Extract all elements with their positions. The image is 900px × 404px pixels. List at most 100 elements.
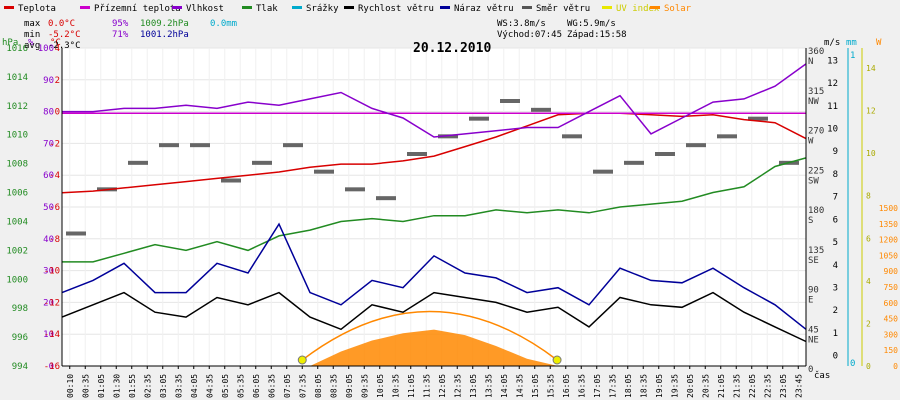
dir-tick-label: 135 bbox=[808, 246, 824, 256]
x-tick-label: 05:05 bbox=[221, 374, 230, 398]
legend-label: Rychlost větru bbox=[358, 4, 434, 14]
dir-name-label: N bbox=[808, 57, 813, 67]
x-tick-label: 01:30 bbox=[112, 374, 121, 398]
axis-unit-label: % bbox=[28, 38, 34, 48]
x-tick-label: 22:05 bbox=[748, 374, 757, 398]
w-tick-label: 450 bbox=[884, 315, 899, 324]
stats-min-label: min bbox=[24, 30, 40, 40]
x-tick-label: 03:35 bbox=[174, 374, 183, 398]
legend-swatch bbox=[172, 6, 182, 9]
x-tick-label: 12:05 bbox=[438, 374, 447, 398]
wind-direction-mark bbox=[376, 196, 396, 201]
sun-path-arc bbox=[301, 310, 558, 361]
w-tick-label: 1500 bbox=[879, 204, 898, 213]
grid bbox=[62, 47, 806, 367]
y-tick-label: 70 bbox=[43, 139, 54, 149]
dir-name-label: SW bbox=[808, 176, 819, 186]
wind-direction-mark bbox=[221, 178, 241, 183]
y-tick-label: 1002 bbox=[6, 246, 28, 256]
series-lines bbox=[61, 63, 807, 343]
uv-tick-label: 10 bbox=[866, 149, 876, 158]
ms-tick-label: 3 bbox=[833, 284, 838, 294]
uv-tick-label: 14 bbox=[866, 64, 876, 73]
y-tick-label: 50 bbox=[43, 203, 54, 213]
dir-tick-label: 0 bbox=[808, 365, 813, 375]
x-tick-label: 20:35 bbox=[701, 374, 710, 398]
axis-unit-label: m/s bbox=[824, 38, 840, 48]
x-tick-label: 14:05 bbox=[500, 374, 509, 398]
x-tick-label: 00:35 bbox=[81, 374, 90, 398]
legend-label: Tlak bbox=[256, 4, 278, 14]
x-tick-label: 07:35 bbox=[298, 374, 307, 398]
stats-avg-label: avg bbox=[24, 41, 40, 51]
x-tick-label: 11:05 bbox=[407, 374, 416, 398]
stats-min-hum: 71% bbox=[112, 30, 129, 40]
uv-tick-label: 2 bbox=[866, 319, 871, 328]
wind-direction-mark bbox=[624, 160, 644, 165]
y-tick-label: 20 bbox=[43, 298, 54, 308]
x-tick-label: 11:35 bbox=[422, 374, 431, 398]
x-tick-label: 23:45 bbox=[794, 374, 803, 398]
axis-unit-label: °C bbox=[50, 38, 61, 48]
dir-tick-label: 180 bbox=[808, 206, 824, 216]
x-tick-label: 08:05 bbox=[314, 374, 323, 398]
wind-direction-mark bbox=[469, 116, 489, 121]
y-tick-label: 1016 bbox=[6, 44, 28, 54]
y-tick-label: 1014 bbox=[6, 73, 28, 83]
legend-swatch bbox=[344, 6, 354, 9]
stats-max-rain: 0.0mm bbox=[210, 19, 237, 29]
ms-tick-label: 6 bbox=[833, 215, 838, 225]
wind-direction-mark bbox=[748, 116, 768, 121]
dir-name-label: SE bbox=[808, 256, 819, 266]
legend-swatch bbox=[4, 6, 14, 9]
ms-tick-label: 1 bbox=[833, 329, 838, 339]
y-tick-label: 1010 bbox=[6, 131, 28, 141]
wind-direction-mark bbox=[66, 231, 86, 236]
dir-tick-label: 360 bbox=[808, 47, 824, 57]
w-tick-label: 600 bbox=[884, 299, 899, 308]
x-tick-label: 06:05 bbox=[252, 374, 261, 398]
x-tick-label: 08:35 bbox=[329, 374, 338, 398]
x-tick-label: 00:10 bbox=[66, 374, 75, 398]
stats-max-temp: 0.0°C bbox=[48, 19, 75, 29]
ms-tick-label: 4 bbox=[833, 261, 838, 271]
y-tick-label: 1008 bbox=[6, 160, 28, 170]
dir-tick-label: 225 bbox=[808, 166, 824, 176]
w-tick-label: 0 bbox=[893, 362, 898, 371]
ms-tick-label: 9 bbox=[833, 147, 838, 157]
dir-tick-label: 90 bbox=[808, 286, 819, 296]
mm-tick-label: 1 bbox=[850, 51, 855, 61]
wind-direction-mark bbox=[500, 99, 520, 103]
x-tick-label: 12:35 bbox=[453, 374, 462, 398]
mm-tick-label: 0 bbox=[850, 359, 855, 369]
stats-min-temp: -5.2°C bbox=[48, 30, 81, 40]
uv-tick-label: 12 bbox=[866, 107, 876, 116]
uv-tick-label: 6 bbox=[866, 234, 871, 243]
wind-direction-mark bbox=[314, 169, 334, 174]
x-tick-label: 14:35 bbox=[515, 374, 524, 398]
y-tick-label: 10 bbox=[43, 330, 54, 340]
ms-tick-label: 8 bbox=[833, 170, 838, 180]
wind-direction-mark bbox=[128, 160, 148, 165]
solar-area bbox=[310, 329, 558, 366]
legend-label: Teplota bbox=[18, 4, 56, 14]
x-tick-label: 06:35 bbox=[267, 374, 276, 398]
dir-name-label: NW bbox=[808, 97, 819, 107]
x-axis-label: čas bbox=[814, 370, 830, 381]
wind-direction-mark bbox=[531, 107, 551, 112]
axes: hPa1016101410121010100810061004100210009… bbox=[2, 38, 898, 398]
wind-direction-mark bbox=[717, 134, 737, 139]
axis-unit-label: hPa bbox=[2, 38, 18, 48]
ms-tick-label: 10 bbox=[827, 125, 838, 135]
wind-direction-mark bbox=[562, 134, 582, 139]
y-tick-label: 0 bbox=[49, 362, 54, 372]
series-line-tlak bbox=[62, 157, 807, 263]
legend-label: UV index bbox=[616, 4, 660, 14]
y-tick-label: -2 bbox=[49, 139, 60, 149]
x-tick-label: 13:35 bbox=[484, 374, 493, 398]
y-tick-label: 1004 bbox=[6, 217, 28, 227]
x-tick-label: 21:05 bbox=[717, 374, 726, 398]
legend-swatch bbox=[80, 6, 90, 9]
